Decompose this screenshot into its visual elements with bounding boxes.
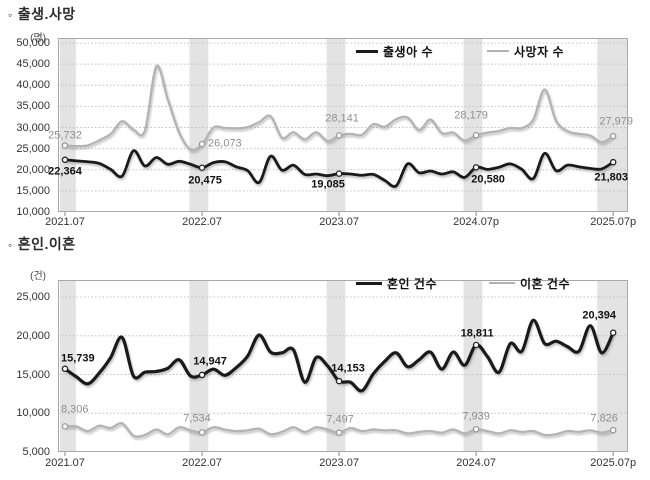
data-label: 25,732 <box>48 129 82 142</box>
marriage-divorce-plot <box>58 280 628 456</box>
data-label: 21,803 <box>594 171 628 184</box>
legend-item-births: 출생아 수 <box>356 43 433 59</box>
data-point-marker <box>472 425 480 433</box>
highlight-band <box>597 280 627 452</box>
data-label: 26,073 <box>208 137 242 150</box>
data-label: 14,947 <box>193 355 227 368</box>
y-tick-label: 40,000 <box>16 79 50 92</box>
y-tick-label: 25,000 <box>16 142 50 155</box>
y-tick-label: 35,000 <box>16 100 50 113</box>
data-label: 7,939 <box>462 410 490 423</box>
data-point-marker <box>61 156 69 164</box>
highlight-band <box>59 280 76 452</box>
highlight-band <box>189 280 209 452</box>
y-tick-label: 15,000 <box>16 368 50 381</box>
data-label: 7,534 <box>183 412 211 425</box>
data-point-marker <box>335 429 343 436</box>
data-point-marker <box>198 429 206 436</box>
section-title-birth-death: ◦ 출생.사망 <box>8 4 76 24</box>
legend-item-deaths: 사망자 수 <box>487 43 564 59</box>
data-label: 22,364 <box>48 165 82 178</box>
section-title-text-marriage-divorce: 혼인.이혼 <box>17 236 76 252</box>
data-point-marker <box>472 341 480 349</box>
data-point-marker <box>335 132 343 139</box>
x-tick-label: 2024.07p <box>453 216 500 228</box>
data-label: 19,085 <box>311 178 345 191</box>
birth-death-plot <box>58 38 628 216</box>
divorces-line-swatch <box>489 282 515 284</box>
y-axis-unit-label-cases: (건) <box>30 271 46 282</box>
section-bullet-icon: ◦ <box>8 238 13 252</box>
plot-border <box>58 280 628 452</box>
y-tick-label: 20,000 <box>16 329 50 342</box>
data-label: 28,179 <box>454 109 488 122</box>
birth-death-chart: (명) 출생아 수 사망자 수 50,000 45,000 40,000 35,000… <box>0 30 650 230</box>
y-tick-label: 30,000 <box>16 121 50 134</box>
data-point-marker <box>61 365 69 373</box>
x-tick-label: 2021.07 <box>45 457 85 469</box>
y-tick-label: 45,000 <box>16 58 50 71</box>
highlight-band <box>59 38 76 212</box>
plot-border <box>58 38 628 212</box>
data-point-marker <box>198 164 206 172</box>
data-point-marker <box>335 377 343 385</box>
x-tick-label: 2025.07p <box>590 457 637 469</box>
y-tick-label: 50,000 <box>16 37 50 50</box>
data-label: 20,475 <box>188 174 222 187</box>
data-point-marker <box>609 329 617 336</box>
y-tick-label: 10,000 <box>16 407 50 420</box>
legend-label-births: 출생아 수 <box>383 44 433 59</box>
y-axis-unit-label-persons: (명) <box>30 33 46 44</box>
data-label: 14,153 <box>331 362 365 375</box>
highlight-band <box>326 38 346 212</box>
y-tick-label: 15,000 <box>16 184 50 197</box>
highlight-band <box>463 280 483 452</box>
data-point-marker <box>609 132 617 140</box>
x-tick-label: 2022.07 <box>182 457 222 469</box>
legend-item-marriages: 혼인 건수 <box>356 275 437 291</box>
data-point-marker <box>609 426 617 434</box>
highlight-band <box>597 38 627 212</box>
legend-item-divorces: 이혼 건수 <box>489 275 570 291</box>
data-point-marker <box>472 131 480 139</box>
data-label: 27,979 <box>599 115 633 128</box>
y-tick-label: 5,000 <box>22 446 50 458</box>
x-tick-label: 2023.07 <box>319 216 359 228</box>
data-point-marker <box>472 164 480 171</box>
highlight-band <box>326 280 346 452</box>
data-label: 7,826 <box>590 412 618 425</box>
data-point-marker <box>335 170 343 177</box>
births-line-swatch <box>356 49 378 53</box>
x-tick-label: 2023.07 <box>319 457 359 469</box>
section-bullet-icon: ◦ <box>8 8 13 22</box>
legend-label-divorces: 이혼 건수 <box>520 276 570 291</box>
deaths-line-swatch <box>487 50 509 52</box>
data-label: 18,811 <box>460 327 494 340</box>
legend-label-deaths: 사망자 수 <box>514 44 564 59</box>
data-point-marker <box>61 423 69 430</box>
data-point-marker <box>198 371 206 379</box>
data-point-marker <box>609 158 617 166</box>
data-label: 8,306 <box>61 403 89 416</box>
legend-label-marriages: 혼인 건수 <box>387 276 437 291</box>
y-tick-label: 25,000 <box>16 291 50 304</box>
section-title-text-birth-death: 출생.사망 <box>17 6 76 22</box>
x-tick-label: 2022.07 <box>182 216 222 228</box>
marriage-divorce-chart: (건) 혼인 건수 이혼 건수 25,000 20,000 15,000 10,000… <box>0 262 650 480</box>
x-tick-label: 2025.07p <box>590 216 637 228</box>
data-label: 20,580 <box>471 173 505 186</box>
data-label: 20,394 <box>582 309 616 322</box>
marriages-line-swatch <box>356 281 382 285</box>
data-point-marker <box>61 142 69 149</box>
y-tick-label: 20,000 <box>16 163 50 176</box>
data-point-marker <box>198 140 206 148</box>
x-tick-label: 2024.07 <box>456 457 496 469</box>
data-label: 7,497 <box>326 413 354 426</box>
y-tick-label: 10,000 <box>16 206 50 218</box>
section-title-marriage-divorce: ◦ 혼인.이혼 <box>8 234 76 254</box>
data-label: 28,141 <box>325 112 359 125</box>
x-tick-label: 2021.07 <box>45 216 85 228</box>
data-label: 15,739 <box>61 352 95 365</box>
